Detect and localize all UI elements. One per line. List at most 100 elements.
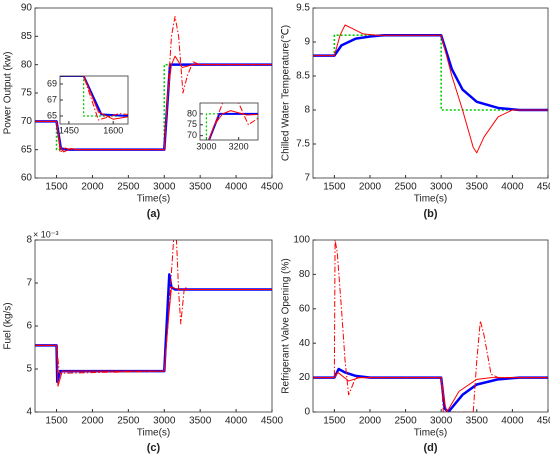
series-line	[35, 16, 272, 153]
plot-frame	[34, 7, 273, 179]
y-tick-label: 85	[21, 31, 33, 42]
y-tick-label: 4	[26, 407, 32, 418]
x-tick-label: 3000	[430, 182, 453, 193]
y-tick-label: 60	[21, 173, 33, 184]
x-tick-label: 2500	[117, 416, 140, 427]
x-tick-label: 4000	[225, 182, 248, 193]
y-tick-label: 8	[26, 235, 32, 246]
y-tick-label: 7	[304, 173, 310, 184]
y-tick-label: 6	[26, 321, 32, 332]
x-tick-label: 3000	[196, 141, 216, 151]
x-tick-label: 3500	[466, 182, 489, 193]
y-tick-label: 70	[187, 130, 197, 140]
x-tick-label: 4500	[537, 182, 550, 193]
x-tick-label: 1500	[45, 416, 68, 427]
inset-lines	[60, 76, 128, 121]
panel-caption: (d)	[423, 442, 437, 454]
series-line	[313, 240, 548, 412]
panel-caption: (c)	[147, 442, 161, 454]
y-tick-label: 9	[304, 37, 310, 48]
plot-frame	[312, 239, 549, 413]
x-tick-label: 2500	[394, 416, 417, 427]
inset-frame	[59, 75, 129, 125]
x-tick-label: 1450	[59, 125, 79, 135]
x-tick-label: 4000	[501, 416, 524, 427]
y-tick-label: 80	[187, 108, 197, 118]
y-tick-label: 0	[304, 407, 310, 418]
y-tick-label: 70	[21, 116, 33, 127]
y-tick-label: 75	[21, 88, 33, 99]
x-tick-label: 3500	[189, 416, 212, 427]
x-tick-label: 2000	[81, 416, 104, 427]
x-tick-label: 3000	[153, 416, 176, 427]
plot-frame	[312, 7, 549, 179]
y-tick-label: 9.5	[296, 3, 310, 14]
x-tick-label: 3500	[466, 416, 489, 427]
y-tick-label: 7.5	[296, 139, 310, 150]
y-tick-label: 8.5	[296, 71, 310, 82]
plot-background	[313, 8, 548, 178]
plot-background	[313, 240, 548, 412]
plot-frame	[34, 239, 273, 413]
series-line	[35, 55, 272, 153]
x-tick-label: 3000	[153, 182, 176, 193]
inset-background	[200, 103, 258, 140]
series-line	[207, 112, 258, 140]
y-tick-label: 80	[21, 59, 33, 70]
y-tick-label: 80	[299, 269, 311, 280]
x-axis-label: Time(s)	[414, 194, 448, 205]
x-axis-label: Time(s)	[137, 194, 171, 205]
y-tick-label: 65	[21, 144, 33, 155]
y-tick-label: 65	[47, 110, 57, 120]
x-tick-label: 2500	[394, 182, 417, 193]
inset-frame	[199, 102, 259, 141]
y-tick-label: 5	[26, 364, 32, 375]
y-tick-label: 100	[293, 235, 310, 246]
x-tick-label: 1500	[45, 182, 68, 193]
series-line	[60, 76, 128, 121]
y-tick-label: 75	[187, 119, 197, 129]
x-tick-label: 1500	[323, 416, 346, 427]
x-tick-label: 3500	[189, 182, 212, 193]
y-tick-label: 69	[47, 78, 57, 88]
y-multiplier: × 10⁻³	[33, 229, 59, 239]
x-tick-label: 3000	[430, 416, 453, 427]
series-line	[60, 76, 128, 120]
x-axis-label: Time(s)	[137, 428, 171, 439]
x-tick-label: 4000	[501, 182, 524, 193]
y-tick-label: 60	[299, 303, 311, 314]
plot-background	[35, 240, 272, 412]
x-tick-label: 1600	[103, 125, 123, 135]
lines	[313, 240, 548, 412]
y-tick-label: 67	[47, 94, 57, 104]
y-axis-label: Power Output (kw)	[3, 52, 14, 135]
x-tick-label: 4500	[261, 416, 284, 427]
x-tick-label: 2000	[81, 182, 104, 193]
x-axis-label: Time(s)	[414, 428, 448, 439]
y-axis-label: Fuel (kg/s)	[3, 302, 14, 349]
x-tick-label: 3200	[229, 141, 249, 151]
lines	[35, 240, 272, 387]
y-axis-label: Chilled Water Temperature(℃)	[281, 25, 292, 161]
x-tick-label: 1500	[323, 182, 346, 193]
x-tick-label: 4500	[261, 182, 284, 193]
y-tick-label: 20	[299, 372, 311, 383]
lines	[313, 24, 548, 154]
y-tick-label: 90	[21, 3, 33, 14]
y-tick-label: 8	[304, 105, 310, 116]
inset-lines	[205, 103, 258, 140]
series-line	[313, 371, 548, 412]
lines	[35, 16, 272, 153]
x-tick-label: 2000	[359, 416, 382, 427]
x-tick-label: 4500	[537, 416, 550, 427]
panel-caption: (b)	[423, 208, 437, 220]
y-tick-label: 7	[26, 278, 32, 289]
series-line	[208, 110, 258, 140]
y-axis-label: Refrigerant Valve Opening (%)	[281, 258, 292, 393]
x-tick-label: 2000	[359, 182, 382, 193]
panel-caption: (a)	[147, 208, 161, 220]
series-line	[313, 24, 548, 154]
x-tick-label: 2500	[117, 182, 140, 193]
x-tick-label: 4000	[225, 416, 248, 427]
